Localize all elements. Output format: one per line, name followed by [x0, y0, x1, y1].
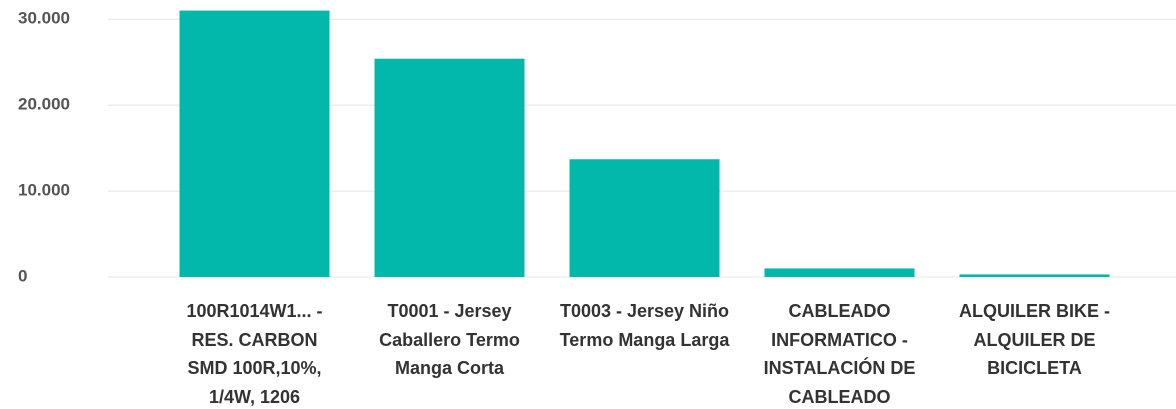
- bar: [959, 274, 1110, 277]
- bar: [179, 10, 330, 277]
- bar: [764, 268, 915, 277]
- x-tick-label: CABLEADO INFORMATICO - INSTALACIÓN DE CA…: [763, 301, 916, 407]
- x-tick-label: T0001 - Jersey Caballero Termo Manga Cor…: [379, 301, 520, 378]
- y-tick-label: 20.000: [18, 95, 70, 114]
- x-tick-label: T0003 - Jersey Niño Termo Manga Larga: [559, 301, 730, 350]
- y-tick-label: 10.000: [18, 181, 70, 200]
- x-tick-label: ALQUILER BIKE - ALQUILER DE BICICLETA: [959, 301, 1110, 378]
- bar: [374, 58, 525, 277]
- y-tick-label: 30.000: [18, 9, 70, 28]
- bar: [569, 159, 720, 277]
- y-tick-label: 0: [18, 266, 27, 285]
- x-tick-label: 100R1014W1... - RES. CARBON SMD 100R,10%…: [186, 301, 323, 407]
